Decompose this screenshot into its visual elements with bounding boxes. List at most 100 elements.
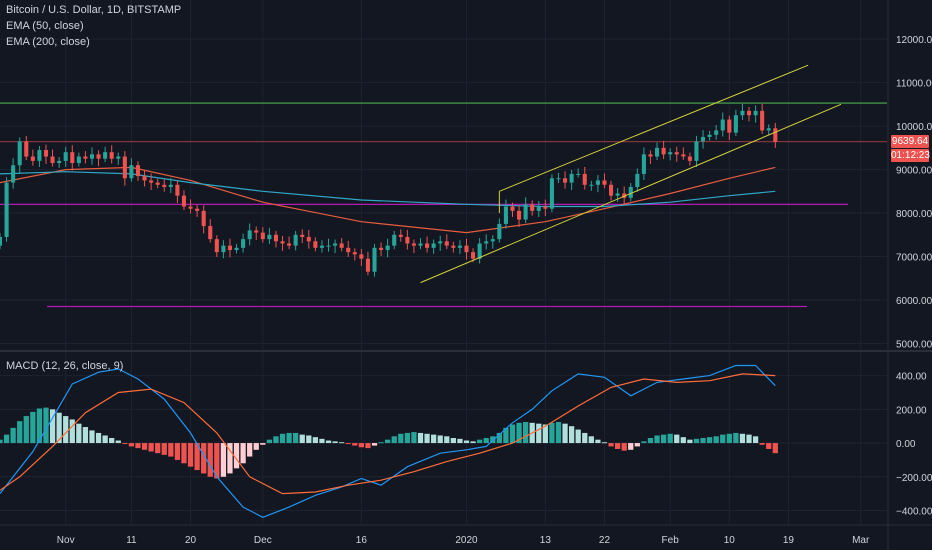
macd-histogram-bar bbox=[174, 443, 181, 460]
candle-body bbox=[103, 152, 108, 159]
macd-histogram-bar bbox=[614, 443, 621, 449]
time-tick-label: 11 bbox=[126, 535, 137, 546]
macd-axis[interactable]: 400.00 200.00 0.00 −200.00 −400.00 bbox=[896, 372, 932, 518]
macd-histogram-bar bbox=[713, 436, 719, 444]
macd-legend[interactable]: MACD (12, 26, close, 9) bbox=[6, 360, 124, 372]
macd-histogram-bar bbox=[595, 439, 601, 444]
candle-body bbox=[411, 243, 416, 246]
candle-body bbox=[707, 134, 712, 137]
candle-body bbox=[589, 184, 594, 186]
macd-histogram-bar bbox=[95, 432, 102, 444]
candle-body bbox=[760, 110, 765, 131]
price-tick-label: 12000.00 bbox=[896, 35, 932, 46]
macd-histogram-bar bbox=[568, 426, 575, 444]
macd-histogram-bar bbox=[641, 441, 647, 444]
macd-histogram-bar bbox=[273, 436, 279, 444]
macd-histogram-bar bbox=[339, 442, 345, 444]
macd-histogram-bar bbox=[253, 443, 259, 450]
candle-body bbox=[517, 210, 522, 220]
candle-body bbox=[733, 115, 738, 133]
macd-histogram-bar bbox=[293, 432, 299, 444]
macd-histogram-bar bbox=[148, 443, 154, 452]
macd-histogram-bar bbox=[766, 443, 772, 449]
candle-body bbox=[122, 156, 127, 179]
macd-histogram-bar bbox=[483, 438, 489, 444]
macd-histogram-bar bbox=[772, 443, 778, 454]
macd-histogram-bar bbox=[82, 427, 89, 444]
macd-histogram-bar bbox=[562, 423, 568, 444]
macd-histogram-bar bbox=[43, 407, 49, 444]
time-tick-label: Nov bbox=[57, 535, 75, 546]
macd-histogram-bar bbox=[424, 433, 430, 444]
macd-histogram-bar bbox=[102, 435, 108, 444]
macd-histogram-bar bbox=[141, 443, 148, 450]
candle-body bbox=[129, 165, 134, 179]
candle-body bbox=[766, 128, 771, 131]
ema50-legend[interactable]: EMA (50, close) bbox=[6, 20, 84, 32]
candle-body bbox=[773, 128, 778, 142]
macd-histogram-bar bbox=[621, 443, 627, 451]
candle-body bbox=[543, 206, 548, 209]
macd-histogram-bar bbox=[398, 433, 404, 444]
macd-histogram-bar bbox=[470, 441, 476, 444]
macd-histogram-bar bbox=[286, 432, 292, 444]
candle-body bbox=[385, 245, 390, 250]
candle-body bbox=[319, 245, 324, 248]
symbol-legend[interactable]: Bitcoin / U.S. Dollar, 1D, BITSTAMP bbox=[6, 4, 182, 16]
candle-body bbox=[655, 147, 660, 157]
candle-body bbox=[714, 130, 719, 135]
candle-body bbox=[162, 184, 167, 187]
time-tick-label: 22 bbox=[599, 535, 611, 546]
macd-histogram-bar bbox=[207, 443, 213, 477]
candle-body bbox=[379, 247, 384, 250]
macd-histogram-bar bbox=[726, 433, 732, 444]
time-tick-label: Mar bbox=[852, 535, 870, 546]
candle-body bbox=[326, 245, 331, 247]
price-axis[interactable]: 12000.00 11000.00 10000.00 9000.00 8000.00 70… bbox=[896, 35, 932, 350]
candle-body bbox=[4, 182, 9, 237]
candle-body bbox=[306, 236, 311, 242]
time-axis[interactable]: Nov 11 20 Dec 16 2020 13 22 Feb 10 19 Mar bbox=[57, 535, 870, 546]
macd-histogram-bar bbox=[490, 436, 496, 444]
last-price-tag: 9639.64 bbox=[891, 134, 929, 148]
macd-histogram-bar bbox=[23, 416, 29, 444]
candle-body bbox=[595, 180, 600, 185]
macd-histogram-bar bbox=[10, 427, 16, 444]
candle-body bbox=[503, 206, 508, 224]
macd-histogram-bar bbox=[582, 432, 588, 444]
macd-histogram-bar bbox=[634, 443, 640, 447]
macd-histogram-bar bbox=[588, 436, 594, 444]
ema200-legend[interactable]: EMA (200, close) bbox=[6, 36, 90, 48]
macd-histogram-bar bbox=[733, 432, 739, 444]
macd-histogram-bar bbox=[168, 443, 174, 457]
macd-histogram-bar bbox=[194, 443, 200, 471]
macd-histogram-bar bbox=[260, 443, 266, 445]
candle-body bbox=[50, 156, 55, 164]
candle-body bbox=[135, 165, 141, 177]
macd-histogram-bar bbox=[371, 443, 378, 446]
candle-body bbox=[195, 208, 200, 211]
macd-histogram-bar bbox=[444, 436, 450, 444]
candle-body bbox=[523, 204, 528, 220]
macd-histogram-bar bbox=[63, 416, 69, 444]
macd-histogram-bar bbox=[240, 443, 246, 464]
candle-body bbox=[333, 243, 338, 246]
macd-histogram-bar bbox=[542, 424, 548, 444]
macd-histogram-bar bbox=[128, 443, 135, 447]
candle-body bbox=[569, 173, 574, 183]
macd-histogram-bar bbox=[450, 438, 456, 444]
macd-tick-label: −400.00 bbox=[896, 507, 932, 518]
candle-body bbox=[392, 234, 397, 246]
macd-histogram-bar bbox=[325, 440, 332, 444]
candle-body bbox=[175, 184, 180, 196]
candle-body bbox=[746, 110, 752, 116]
candle-body bbox=[687, 156, 692, 161]
horizontal-levels bbox=[0, 102, 887, 308]
candle-body bbox=[563, 178, 568, 183]
candle-body bbox=[30, 156, 35, 161]
macd-histogram-bar bbox=[352, 443, 358, 446]
candle-body bbox=[339, 243, 344, 248]
candle-body bbox=[188, 206, 193, 209]
macd-histogram-bar bbox=[345, 443, 351, 445]
